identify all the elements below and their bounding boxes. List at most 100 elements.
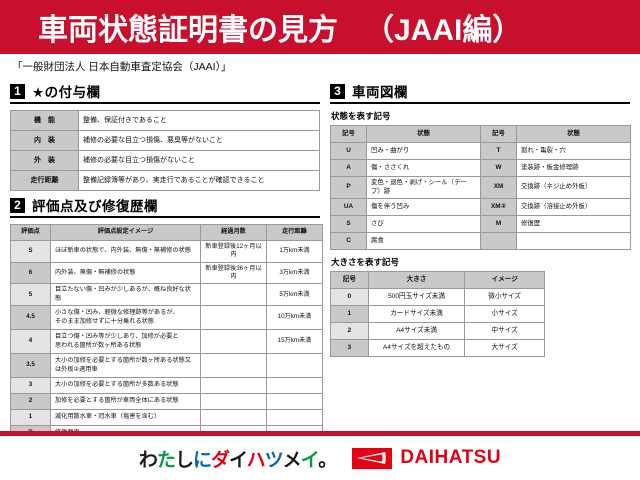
state-description: さび [366, 215, 481, 234]
state-symbol: UA [330, 198, 367, 217]
header-bar: 車両状態証明書の見方 （JAAI編） [0, 0, 640, 54]
evaluation-row: 4 目立つ傷・凹み等が少しあり、加修が必要と 思われる箇所が数ヶ所ある状態 15万km… [10, 329, 323, 355]
size-symbol: 0 [330, 288, 369, 307]
evaluation-score: 3 [10, 377, 51, 395]
state-symbol: W [480, 159, 517, 177]
footer-red-rule [0, 431, 640, 436]
evaluation-distance [266, 393, 323, 411]
evaluation-distance [266, 353, 323, 379]
section-3-title: 車両図欄 [352, 85, 408, 100]
evaluation-months [200, 393, 267, 411]
state-symbol: C [330, 232, 367, 251]
criteria-value: 整備記録簿等があり、実走行であることが確認できること [78, 170, 320, 191]
page-title: 車両状態証明書の見方 （JAAI編） [38, 5, 522, 49]
criteria-value: 補修の必要な目立つ損傷、悪臭等がないこと [78, 130, 320, 151]
tagline-char: に [192, 449, 212, 471]
state-description: 傷・ささくれ [366, 159, 481, 177]
tagline-char: ダ [210, 449, 230, 471]
evaluation-row: 5 目立たない傷・凹みが少しあるが、概ね良好な状態 5万km未満 [10, 283, 323, 307]
column-header: 大きさ [367, 271, 466, 290]
evaluation-score: 4.5 [10, 305, 51, 331]
state-header-row: 記号 状態 記号 状態 [330, 125, 631, 143]
state-symbol: U [330, 142, 367, 160]
section-2-number: 2 [10, 197, 25, 213]
state-symbols-table: 記号 状態 記号 状態 U 凹み・曲がり T 割れ・亀裂・穴 A 傷・ささくれ W 塗装跡・板金修理… [330, 125, 631, 251]
state-description: 変色・退色・剥げ・シール（テープ）跡 [366, 175, 481, 200]
daihatsu-logo: DAIHATSU [352, 447, 501, 469]
star-criteria-row: 走行距離 整備記録簿等があり、実走行であることが確認できること [10, 170, 320, 191]
state-description: 凹み・曲がり [366, 142, 481, 160]
evaluation-image: 滅化用散水車・冠水車（塩害を含む） [50, 409, 201, 427]
evaluation-header-row: 評価点 評価点設定イメージ 経過月数 走行距離 [10, 224, 323, 241]
brand-tagline: わたしにダイハツメイ。 [139, 445, 337, 472]
size-symbols-label: 大きさを表す記号 [331, 257, 400, 268]
right-column: 3 車両図欄 状態を表す記号 記号 状態 記号 状態 U 凹み・曲がり T 割れ・亀裂・穴 A… [330, 77, 631, 469]
evaluation-score: 5 [10, 283, 51, 307]
page-title-main: 車両状態証明書の見方 [38, 14, 338, 47]
footer: わたしにダイハツメイ。 DAIHATSU [0, 436, 640, 480]
size-image: 大サイズ [464, 339, 545, 358]
evaluation-distance [266, 409, 323, 427]
evaluation-row: 1 滅化用散水車・冠水車（塩害を含む） [10, 409, 323, 427]
section-3-heading: 3 車両図欄 [330, 81, 630, 104]
evaluation-score: 2 [10, 393, 51, 411]
state-symbol-row: S さび M 修復歴 [330, 215, 631, 234]
state-symbol: XM② [480, 198, 517, 217]
evaluation-months [200, 305, 267, 331]
size-header-row: 記号 大きさ イメージ [330, 271, 545, 290]
star-criteria-row: 内 装補修の必要な目立つ損傷、悪臭等がないこと [10, 130, 320, 151]
tagline-char: し [174, 449, 194, 471]
tagline-char: イ [300, 449, 320, 471]
size-description: 500円玉サイズ未満 [367, 288, 466, 307]
column-header: 経過月数 [200, 224, 267, 241]
state-symbol: T [480, 142, 517, 160]
size-symbols-table: 記号 大きさ イメージ 0 500円玉サイズ未満 微小サイズ 1 カードサイズ未満 小サイズ 2… [330, 271, 545, 358]
size-symbol-row: 0 500円玉サイズ未満 微小サイズ [330, 288, 545, 307]
size-symbol: 3 [330, 339, 369, 358]
evaluation-distance: 10万km未満 [266, 305, 323, 331]
evaluation-image: ほぼ新車の状態で、内外装、無傷・無補修の状態 [50, 240, 201, 263]
column-header: 記号 [330, 125, 367, 143]
evaluation-distance: 5万km未満 [266, 283, 323, 307]
evaluation-score: 3.5 [10, 353, 51, 379]
evaluation-image: 大小の加修を必要とする箇所が多数ある状態 [50, 377, 201, 395]
content-columns: 1 ★の付与欄 機 能整備、保証付きであること内 装補修の必要な目立つ損傷、悪臭… [0, 77, 640, 469]
section-1-title: ★の付与欄 [32, 85, 101, 100]
state-symbol-row: C 腐食 [330, 232, 631, 251]
tagline-char: メ [282, 449, 302, 471]
size-image: 中サイズ [464, 322, 545, 341]
column-header: イメージ [464, 271, 545, 290]
section-2-heading: 2 評価点及び修復歴欄 [10, 195, 320, 218]
column-header: 状態 [366, 125, 481, 143]
subtitle: 「一般財団法人 日本自動車査定協会（JAAI）」 [12, 61, 232, 73]
tagline-char: 。 [318, 449, 337, 471]
criteria-key: 外 装 [10, 150, 79, 171]
state-symbol-row: U 凹み・曲がり T 割れ・亀裂・穴 [330, 142, 631, 160]
evaluation-image: 小さな傷・凹み、軽微な修理跡等があるが、 そのまま加修せずに十分乗れる状態 [50, 305, 201, 331]
evaluation-row: 4.5 小さな傷・凹み、軽微な修理跡等があるが、 そのまま加修せずに十分乗れる状態 1… [10, 305, 323, 331]
star-criteria-row: 外 装補修の必要な目立つ損傷がないこと [10, 150, 320, 171]
evaluation-score: 4 [10, 329, 51, 355]
column-header: 状態 [516, 125, 631, 143]
state-description: 割れ・亀裂・穴 [516, 142, 631, 160]
column-header: 記号 [480, 125, 517, 143]
star-criteria-row: 機 能整備、保証付きであること [10, 110, 320, 131]
column-header: 走行距離 [266, 224, 323, 241]
state-description [516, 232, 631, 251]
section-1-heading: 1 ★の付与欄 [10, 81, 320, 104]
section-3-number: 3 [330, 83, 345, 99]
size-image: 小サイズ [464, 305, 545, 324]
evaluation-image: 大小の加修を必要とする箇所が数ヶ所ある状態又 は外板②適用車 [50, 353, 201, 379]
evaluation-months [200, 377, 267, 395]
daihatsu-mark-icon [352, 447, 393, 469]
evaluation-image: 目立つ傷・凹み等が少しあり、加修が必要と 思われる箇所が数ヶ所ある状態 [50, 329, 201, 355]
evaluation-score-table: 評価点 評価点設定イメージ 経過月数 走行距離 S ほぼ新車の状態で、内外装、無傷・無補… [10, 224, 323, 443]
evaluation-row: 6 内外装、無傷・無補修の状態 新車登録後36ヶ月以内 3万km未満 [10, 261, 323, 285]
evaluation-score: S [10, 240, 51, 263]
evaluation-row: 3.5 大小の加修を必要とする箇所が数ヶ所ある状態又 は外板②適用車 [10, 353, 323, 379]
evaluation-months: 新車登録後12ヶ月以内 [200, 240, 267, 263]
tagline-char: ハ [246, 449, 266, 471]
page-title-paren: （JAAI編） [364, 14, 523, 47]
evaluation-image: 加修を必要とする箇所が車両全体にある状態 [50, 393, 201, 411]
